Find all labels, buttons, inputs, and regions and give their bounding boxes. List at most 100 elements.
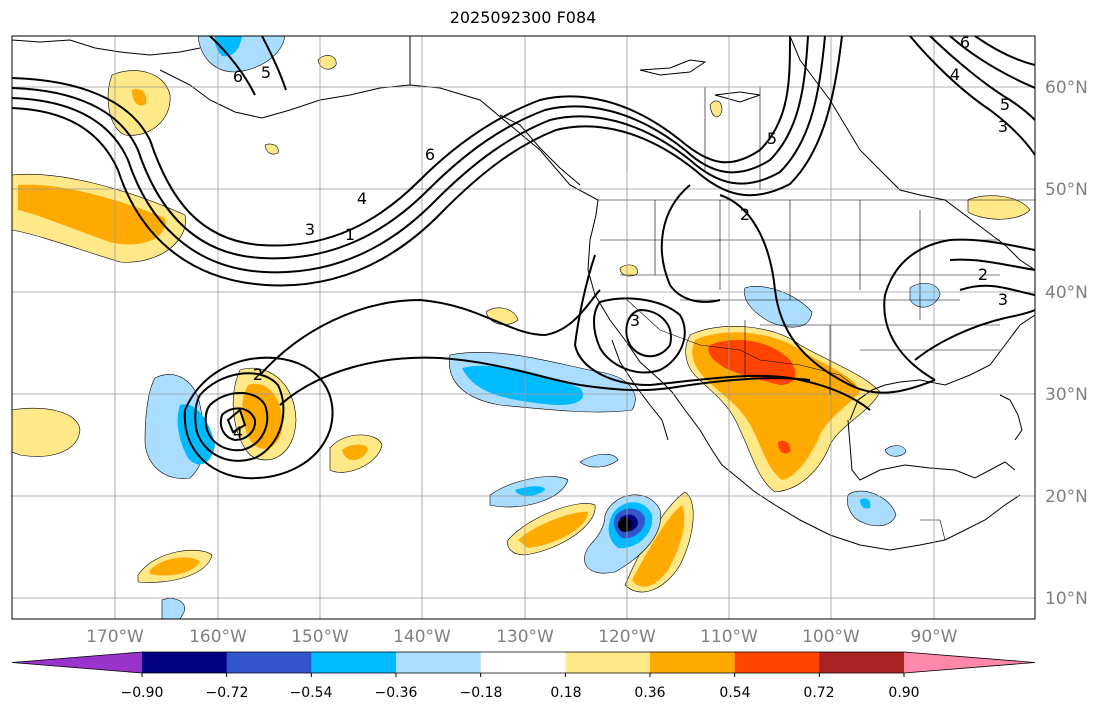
- colorbar: −0.90 −0.72 −0.54 −0.36 −0.18 0.18 0.36 …: [11, 651, 1036, 701]
- lat-tick-label: 10°N: [1045, 589, 1088, 609]
- colorbar-labels: −0.90 −0.72 −0.54 −0.36 −0.18 0.18 0.36 …: [121, 685, 920, 701]
- lat-tick-label: 20°N: [1045, 487, 1088, 507]
- anomaly-region: [778, 440, 791, 454]
- map-frame: [11, 35, 1036, 620]
- colorbar-segment: [734, 652, 820, 673]
- lon-tick-label: 90°W: [911, 627, 958, 647]
- anomaly-region: [618, 518, 632, 532]
- anomaly-region: [18, 184, 166, 245]
- contour-line: [183, 356, 334, 480]
- anomaly-region: [884, 445, 907, 457]
- lon-tick-label: 120°W: [598, 627, 656, 647]
- contour-label: 5: [1000, 95, 1010, 114]
- contour-label: 2: [740, 205, 750, 224]
- contour-line: [279, 356, 811, 406]
- anomaly-region: [264, 143, 279, 155]
- colorbar-segment: [565, 652, 651, 673]
- colorbar-tick-label: −0.54: [290, 685, 333, 701]
- colorbar-segment: [226, 652, 312, 673]
- anomaly-region: [150, 557, 200, 576]
- contour-label: 3: [998, 117, 1008, 136]
- colorbar-tick-label: −0.36: [375, 685, 418, 701]
- contour-line: [209, 36, 256, 96]
- anomaly-region: [161, 598, 185, 619]
- colorbar-tick-label: −0.90: [121, 685, 164, 701]
- contour-line: [194, 372, 285, 462]
- contour-label: 6: [960, 33, 970, 52]
- contour-label: 5: [261, 63, 271, 82]
- anomaly-region: [846, 490, 897, 527]
- colorbar-tick-label: −0.72: [206, 685, 249, 701]
- contour-line: [573, 254, 871, 411]
- anomaly-region: [317, 55, 337, 70]
- contour-line: [12, 36, 809, 260]
- contour-line: [949, 258, 1035, 271]
- colorbar-segment: [142, 652, 228, 673]
- colorbar-segment: [819, 652, 905, 673]
- colorbar-tick-label: 0.36: [634, 685, 665, 701]
- lat-tick-label: 30°N: [1045, 385, 1088, 405]
- contour-line: [959, 284, 1035, 296]
- colorbar-extend-low: [12, 652, 142, 673]
- anomaly-region: [632, 505, 685, 587]
- colorbar-segment: [311, 652, 397, 673]
- lon-tick-label: 100°W: [802, 627, 860, 647]
- anomaly-region: [132, 89, 147, 106]
- contour-line: [974, 36, 1035, 66]
- anomaly-region: [518, 511, 588, 548]
- contour-line: [259, 289, 601, 376]
- anomaly-region: [619, 264, 638, 277]
- longitude-labels: 170°W 160°W 150°W 140°W 130°W 120°W 110°…: [86, 627, 958, 647]
- boundary-layer: [409, 36, 1035, 541]
- colorbar-tick-label: −0.18: [460, 685, 503, 701]
- anomaly-region: [709, 100, 723, 118]
- contour-label: 4: [950, 65, 960, 84]
- colorbar-tick-label: 0.90: [888, 685, 919, 701]
- contour-line: [929, 36, 1035, 121]
- contour-line: [909, 36, 1035, 156]
- anomaly-region: [860, 498, 871, 509]
- contour-line: [719, 194, 936, 394]
- contour-line: [204, 392, 269, 452]
- lat-tick-label: 50°N: [1045, 180, 1088, 200]
- contour-label: 4: [357, 189, 367, 208]
- contour-label: 3: [630, 311, 640, 330]
- lon-tick-label: 150°W: [291, 627, 349, 647]
- anomaly-region: [12, 407, 81, 457]
- colorbar-segment: [396, 652, 482, 673]
- colorbar-extend-high: [904, 652, 1035, 673]
- coastline-layer: [12, 36, 1035, 551]
- contour-line: [949, 36, 1035, 89]
- contour-label: 6: [233, 67, 243, 86]
- lon-tick-label: 170°W: [86, 627, 144, 647]
- contour-line: [261, 36, 287, 91]
- lon-tick-label: 160°W: [189, 627, 247, 647]
- colorbar-tick-label: 0.18: [550, 685, 581, 701]
- contour-line: [226, 408, 247, 434]
- contour-label: 2: [253, 365, 263, 384]
- contour-line: [660, 184, 721, 303]
- contour-line: [12, 36, 843, 287]
- anomaly-region: [462, 365, 584, 406]
- graticule: [12, 36, 1035, 619]
- contour-label: 6: [425, 145, 435, 164]
- colorbar-segment: [650, 652, 736, 673]
- latitude-labels: 60°N 50°N 40°N 30°N 20°N 10°N: [1045, 78, 1088, 609]
- lat-tick-label: 40°N: [1045, 283, 1088, 303]
- anomaly-region: [214, 36, 242, 57]
- colorbar-segments: [11, 651, 1036, 677]
- contour-label-layer: 6 5 6 4 3 1 2 3 4 2 5 6 5 4 3 2 3: [233, 33, 1010, 442]
- anomaly-region: [177, 404, 215, 465]
- colorbar-tick-label: 0.72: [803, 685, 834, 701]
- anomaly-region: [342, 444, 368, 461]
- colorbar-segment: [480, 652, 566, 673]
- contour-line: [883, 238, 1035, 381]
- anomaly-region: [708, 340, 796, 385]
- anomaly-region: [515, 486, 545, 496]
- lon-tick-label: 130°W: [496, 627, 554, 647]
- colorbar-tick-label: 0.54: [719, 685, 750, 701]
- lon-tick-label: 140°W: [393, 627, 451, 647]
- anomaly-region: [579, 453, 619, 468]
- contour-label: 4: [233, 423, 243, 442]
